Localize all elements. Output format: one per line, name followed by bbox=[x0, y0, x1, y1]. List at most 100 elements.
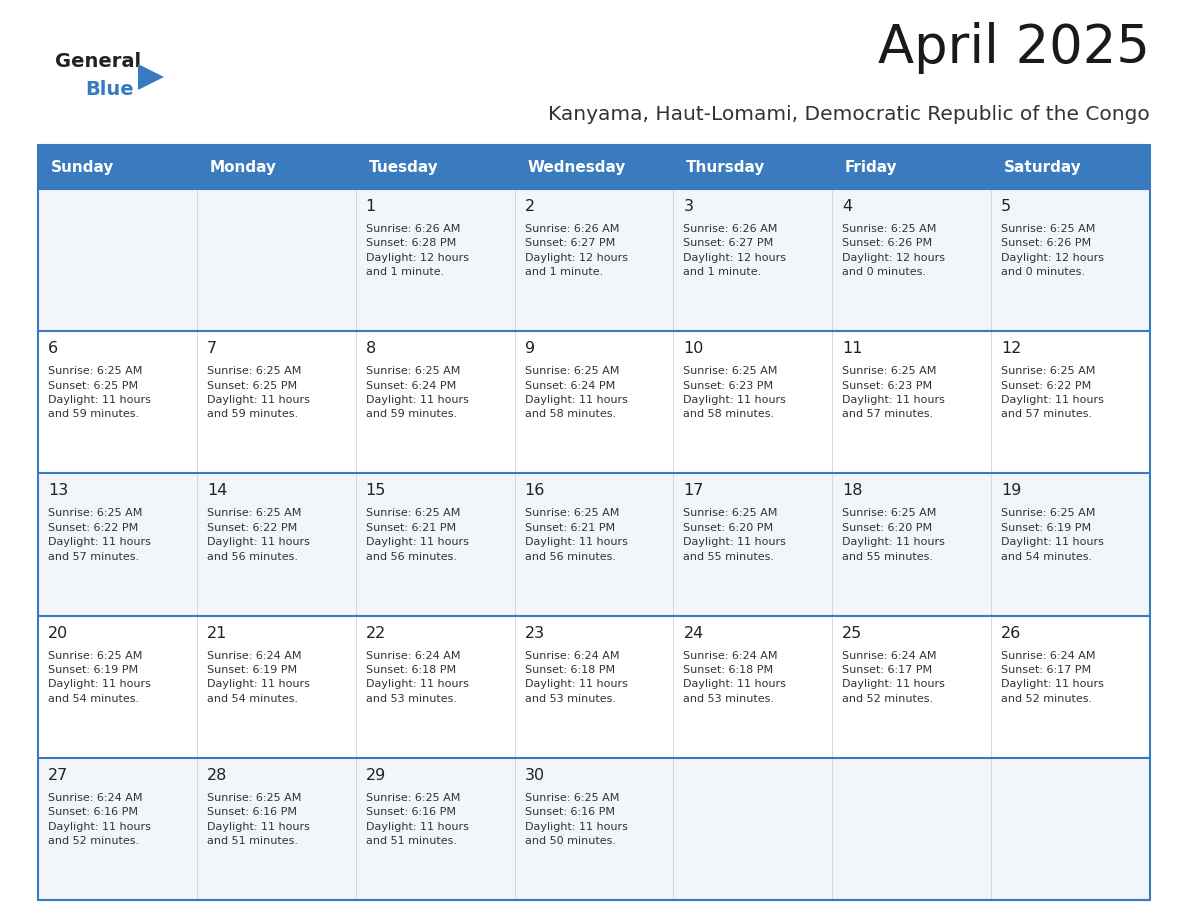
Text: Sunrise: 6:25 AM
Sunset: 6:20 PM
Daylight: 11 hours
and 55 minutes.: Sunrise: 6:25 AM Sunset: 6:20 PM Dayligh… bbox=[683, 509, 786, 562]
Text: Sunrise: 6:25 AM
Sunset: 6:26 PM
Daylight: 12 hours
and 0 minutes.: Sunrise: 6:25 AM Sunset: 6:26 PM Dayligh… bbox=[1001, 224, 1104, 277]
Bar bbox=[674, 616, 833, 757]
Text: 30: 30 bbox=[525, 767, 544, 783]
Text: 19: 19 bbox=[1001, 484, 1022, 498]
Bar bbox=[514, 757, 674, 900]
Text: 26: 26 bbox=[1001, 625, 1022, 641]
Bar bbox=[38, 145, 197, 189]
Bar bbox=[674, 757, 833, 900]
Text: Sunrise: 6:26 AM
Sunset: 6:27 PM
Daylight: 12 hours
and 1 minute.: Sunrise: 6:26 AM Sunset: 6:27 PM Dayligh… bbox=[683, 224, 786, 277]
Text: Sunrise: 6:25 AM
Sunset: 6:16 PM
Daylight: 11 hours
and 51 minutes.: Sunrise: 6:25 AM Sunset: 6:16 PM Dayligh… bbox=[207, 793, 310, 846]
Text: 11: 11 bbox=[842, 341, 862, 356]
Text: 5: 5 bbox=[1001, 199, 1011, 214]
Text: Wednesday: Wednesday bbox=[527, 160, 626, 174]
Bar bbox=[197, 474, 355, 616]
Bar bbox=[38, 331, 197, 474]
Bar bbox=[991, 189, 1150, 331]
Text: Sunrise: 6:25 AM
Sunset: 6:20 PM
Daylight: 11 hours
and 55 minutes.: Sunrise: 6:25 AM Sunset: 6:20 PM Dayligh… bbox=[842, 509, 946, 562]
Text: Sunrise: 6:24 AM
Sunset: 6:18 PM
Daylight: 11 hours
and 53 minutes.: Sunrise: 6:24 AM Sunset: 6:18 PM Dayligh… bbox=[525, 651, 627, 704]
Text: 16: 16 bbox=[525, 484, 545, 498]
Text: 2: 2 bbox=[525, 199, 535, 214]
Text: Sunrise: 6:25 AM
Sunset: 6:19 PM
Daylight: 11 hours
and 54 minutes.: Sunrise: 6:25 AM Sunset: 6:19 PM Dayligh… bbox=[1001, 509, 1104, 562]
Text: Sunrise: 6:25 AM
Sunset: 6:25 PM
Daylight: 11 hours
and 59 minutes.: Sunrise: 6:25 AM Sunset: 6:25 PM Dayligh… bbox=[207, 366, 310, 420]
Bar bbox=[991, 145, 1150, 189]
Text: Sunrise: 6:26 AM
Sunset: 6:28 PM
Daylight: 12 hours
and 1 minute.: Sunrise: 6:26 AM Sunset: 6:28 PM Dayligh… bbox=[366, 224, 469, 277]
Text: 21: 21 bbox=[207, 625, 227, 641]
Text: 18: 18 bbox=[842, 484, 862, 498]
Bar bbox=[38, 189, 197, 331]
Text: Sunrise: 6:25 AM
Sunset: 6:21 PM
Daylight: 11 hours
and 56 minutes.: Sunrise: 6:25 AM Sunset: 6:21 PM Dayligh… bbox=[366, 509, 468, 562]
Bar bbox=[674, 189, 833, 331]
Text: Sunrise: 6:25 AM
Sunset: 6:22 PM
Daylight: 11 hours
and 56 minutes.: Sunrise: 6:25 AM Sunset: 6:22 PM Dayligh… bbox=[207, 509, 310, 562]
Bar bbox=[833, 145, 991, 189]
Bar bbox=[514, 145, 674, 189]
Text: Tuesday: Tuesday bbox=[368, 160, 438, 174]
Bar bbox=[514, 331, 674, 474]
Bar bbox=[197, 616, 355, 757]
Text: Sunrise: 6:24 AM
Sunset: 6:17 PM
Daylight: 11 hours
and 52 minutes.: Sunrise: 6:24 AM Sunset: 6:17 PM Dayligh… bbox=[842, 651, 946, 704]
Bar bbox=[197, 331, 355, 474]
Text: Sunrise: 6:25 AM
Sunset: 6:19 PM
Daylight: 11 hours
and 54 minutes.: Sunrise: 6:25 AM Sunset: 6:19 PM Dayligh… bbox=[48, 651, 151, 704]
Text: 22: 22 bbox=[366, 625, 386, 641]
Text: Sunrise: 6:24 AM
Sunset: 6:18 PM
Daylight: 11 hours
and 53 minutes.: Sunrise: 6:24 AM Sunset: 6:18 PM Dayligh… bbox=[683, 651, 786, 704]
Text: 28: 28 bbox=[207, 767, 227, 783]
Text: 15: 15 bbox=[366, 484, 386, 498]
Bar bbox=[833, 757, 991, 900]
Bar bbox=[991, 616, 1150, 757]
Bar bbox=[355, 757, 514, 900]
Bar bbox=[38, 145, 1150, 900]
Text: 4: 4 bbox=[842, 199, 853, 214]
Text: Sunrise: 6:25 AM
Sunset: 6:24 PM
Daylight: 11 hours
and 58 minutes.: Sunrise: 6:25 AM Sunset: 6:24 PM Dayligh… bbox=[525, 366, 627, 420]
Bar bbox=[514, 189, 674, 331]
Text: 17: 17 bbox=[683, 484, 703, 498]
Bar bbox=[833, 616, 991, 757]
Text: 25: 25 bbox=[842, 625, 862, 641]
Text: 13: 13 bbox=[48, 484, 68, 498]
Bar bbox=[833, 331, 991, 474]
Text: Saturday: Saturday bbox=[1004, 160, 1081, 174]
Text: Sunrise: 6:25 AM
Sunset: 6:24 PM
Daylight: 11 hours
and 59 minutes.: Sunrise: 6:25 AM Sunset: 6:24 PM Dayligh… bbox=[366, 366, 468, 420]
Text: Sunrise: 6:24 AM
Sunset: 6:18 PM
Daylight: 11 hours
and 53 minutes.: Sunrise: 6:24 AM Sunset: 6:18 PM Dayligh… bbox=[366, 651, 468, 704]
Bar bbox=[38, 616, 197, 757]
Text: 23: 23 bbox=[525, 625, 544, 641]
Text: 8: 8 bbox=[366, 341, 375, 356]
Bar bbox=[355, 616, 514, 757]
Bar bbox=[674, 474, 833, 616]
Text: Sunrise: 6:25 AM
Sunset: 6:21 PM
Daylight: 11 hours
and 56 minutes.: Sunrise: 6:25 AM Sunset: 6:21 PM Dayligh… bbox=[525, 509, 627, 562]
Bar bbox=[197, 757, 355, 900]
Text: 20: 20 bbox=[48, 625, 68, 641]
Text: Sunday: Sunday bbox=[51, 160, 114, 174]
Text: Sunrise: 6:25 AM
Sunset: 6:16 PM
Daylight: 11 hours
and 51 minutes.: Sunrise: 6:25 AM Sunset: 6:16 PM Dayligh… bbox=[366, 793, 468, 846]
Text: Sunrise: 6:24 AM
Sunset: 6:17 PM
Daylight: 11 hours
and 52 minutes.: Sunrise: 6:24 AM Sunset: 6:17 PM Dayligh… bbox=[1001, 651, 1104, 704]
Text: General: General bbox=[55, 52, 141, 71]
Bar bbox=[991, 757, 1150, 900]
Text: Sunrise: 6:25 AM
Sunset: 6:23 PM
Daylight: 11 hours
and 58 minutes.: Sunrise: 6:25 AM Sunset: 6:23 PM Dayligh… bbox=[683, 366, 786, 420]
Bar bbox=[514, 474, 674, 616]
Text: Sunrise: 6:25 AM
Sunset: 6:22 PM
Daylight: 11 hours
and 57 minutes.: Sunrise: 6:25 AM Sunset: 6:22 PM Dayligh… bbox=[48, 509, 151, 562]
Text: Sunrise: 6:26 AM
Sunset: 6:27 PM
Daylight: 12 hours
and 1 minute.: Sunrise: 6:26 AM Sunset: 6:27 PM Dayligh… bbox=[525, 224, 627, 277]
Text: Sunrise: 6:25 AM
Sunset: 6:16 PM
Daylight: 11 hours
and 50 minutes.: Sunrise: 6:25 AM Sunset: 6:16 PM Dayligh… bbox=[525, 793, 627, 846]
Bar bbox=[355, 474, 514, 616]
Text: Sunrise: 6:24 AM
Sunset: 6:19 PM
Daylight: 11 hours
and 54 minutes.: Sunrise: 6:24 AM Sunset: 6:19 PM Dayligh… bbox=[207, 651, 310, 704]
Bar bbox=[38, 474, 197, 616]
Bar bbox=[674, 145, 833, 189]
Text: April 2025: April 2025 bbox=[878, 22, 1150, 74]
Text: Sunrise: 6:25 AM
Sunset: 6:26 PM
Daylight: 12 hours
and 0 minutes.: Sunrise: 6:25 AM Sunset: 6:26 PM Dayligh… bbox=[842, 224, 946, 277]
Bar bbox=[197, 145, 355, 189]
Bar bbox=[38, 757, 197, 900]
Bar bbox=[833, 189, 991, 331]
Text: Monday: Monday bbox=[209, 160, 277, 174]
Text: 7: 7 bbox=[207, 341, 217, 356]
Text: Friday: Friday bbox=[845, 160, 898, 174]
Text: 24: 24 bbox=[683, 625, 703, 641]
Text: Sunrise: 6:24 AM
Sunset: 6:16 PM
Daylight: 11 hours
and 52 minutes.: Sunrise: 6:24 AM Sunset: 6:16 PM Dayligh… bbox=[48, 793, 151, 846]
Bar bbox=[991, 474, 1150, 616]
Text: 6: 6 bbox=[48, 341, 58, 356]
Bar bbox=[833, 474, 991, 616]
Bar bbox=[355, 145, 514, 189]
Text: Sunrise: 6:25 AM
Sunset: 6:23 PM
Daylight: 11 hours
and 57 minutes.: Sunrise: 6:25 AM Sunset: 6:23 PM Dayligh… bbox=[842, 366, 946, 420]
Text: 9: 9 bbox=[525, 341, 535, 356]
Text: Sunrise: 6:25 AM
Sunset: 6:25 PM
Daylight: 11 hours
and 59 minutes.: Sunrise: 6:25 AM Sunset: 6:25 PM Dayligh… bbox=[48, 366, 151, 420]
Text: 14: 14 bbox=[207, 484, 227, 498]
Text: 12: 12 bbox=[1001, 341, 1022, 356]
Text: 3: 3 bbox=[683, 199, 694, 214]
